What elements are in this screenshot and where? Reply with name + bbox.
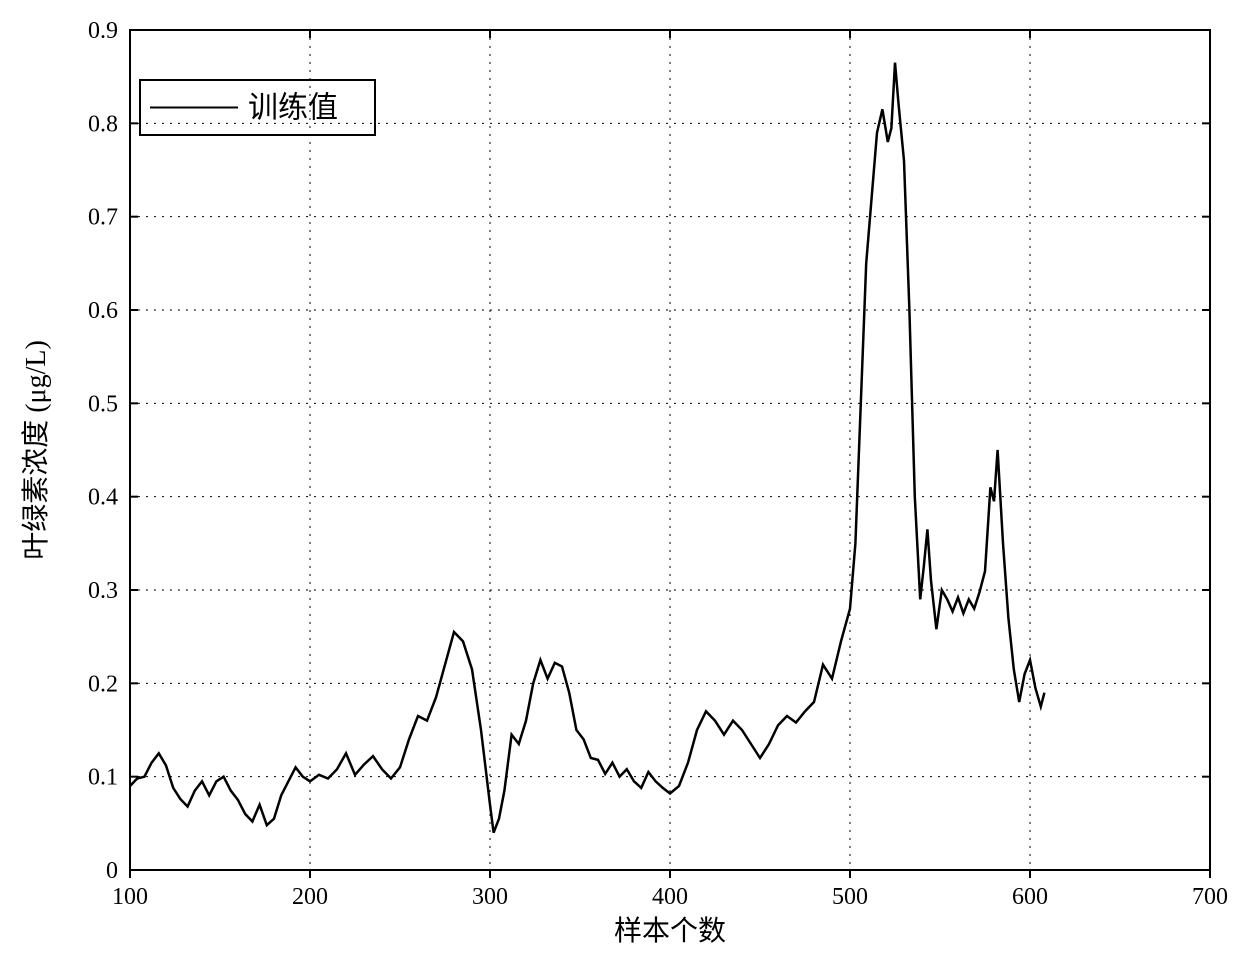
chart-container: 100 200 300 400 500 600 700 0 0.1 0.2 0.3 0.4 0.5 0.6…: [0, 0, 1240, 960]
data-series-line: [130, 63, 1044, 833]
legend-label: 训练值: [248, 92, 338, 125]
x-tick-label: 500: [832, 884, 868, 910]
y-tick-label: 0.4: [88, 485, 118, 511]
x-axis-label: 样本个数: [614, 915, 726, 947]
line-chart: 100 200 300 400 500 600 700 0 0.1 0.2 0.3 0.4 0.5 0.6…: [0, 0, 1240, 960]
y-tick-label: 0: [106, 858, 118, 884]
x-tick-label: 200: [292, 884, 328, 910]
y-tick-label: 0.6: [88, 298, 118, 324]
x-tick-label: 700: [1192, 884, 1228, 910]
x-tick-label: 100: [112, 884, 148, 910]
x-tick-label: 400: [652, 884, 688, 910]
y-tick-label: 0.1: [88, 765, 118, 791]
y-axis-label: 叶绿素浓度 (μg/L): [20, 340, 52, 560]
x-tick-label: 300: [472, 884, 508, 910]
y-tick-label: 0.3: [88, 578, 118, 604]
y-tick-label: 0.8: [88, 111, 118, 137]
y-tick-label: 0.7: [88, 205, 118, 231]
y-tick-label: 0.2: [88, 671, 118, 697]
y-tick-label: 0.5: [88, 391, 118, 417]
x-tick-label: 600: [1012, 884, 1048, 910]
y-tick-label: 0.9: [88, 18, 118, 44]
